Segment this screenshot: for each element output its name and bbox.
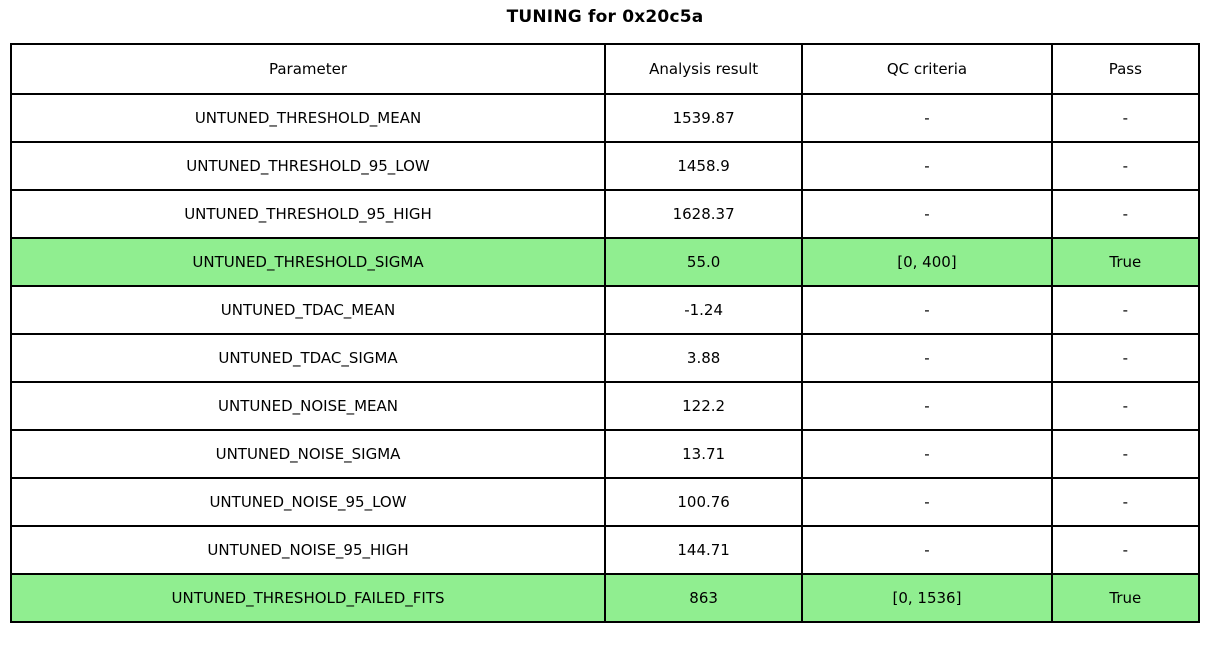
table-row: UNTUNED_NOISE_SIGMA 13.71- -	[9, 429, 1201, 479]
table-row: UNTUNED_THRESHOLD_95_LOW 1458.9- -	[9, 141, 1201, 191]
qc-criteria-cell: -	[801, 381, 1053, 431]
table-row: UNTUNED_THRESHOLD_SIGMA 55.0 [0, 400] True	[9, 237, 1201, 287]
analysis-result-cell: 1628.37	[604, 189, 804, 239]
column-header-analysis-result: Analysis result	[604, 43, 804, 95]
pass-cell: -	[1050, 381, 1201, 431]
qc-results-table: Parameter Analysis result QC criteria Pa…	[9, 43, 1201, 623]
pass-cell: -	[1050, 141, 1201, 191]
qc-criteria-cell: -	[801, 333, 1053, 383]
analysis-result-cell: 144.71	[604, 525, 804, 575]
pass-cell: -	[1050, 285, 1201, 335]
column-header-parameter: Parameter	[9, 43, 607, 95]
pass-cell: -	[1050, 429, 1201, 479]
analysis-result-cell: 1539.87	[604, 93, 804, 143]
table-row: UNTUNED_THRESHOLD_MEAN 1539.87- -	[9, 93, 1201, 143]
column-header-qc-criteria: QC criteria	[801, 43, 1053, 95]
analysis-result-cell: 1458.9	[604, 141, 804, 191]
table-row: UNTUNED_TDAC_SIGMA 3.88- -	[9, 333, 1201, 383]
table-body: UNTUNED_THRESHOLD_MEAN 1539.87- - UNTUNED_T…	[9, 93, 1201, 623]
pass-cell: -	[1050, 93, 1201, 143]
column-header-pass: Pass	[1050, 43, 1201, 95]
parameter-cell: UNTUNED_THRESHOLD_MEAN	[9, 93, 607, 143]
analysis-result-cell: -1.24	[604, 285, 804, 335]
analysis-result-cell: 122.2	[604, 381, 804, 431]
parameter-cell: UNTUNED_THRESHOLD_SIGMA	[9, 237, 607, 287]
analysis-result-cell: 13.71	[604, 429, 804, 479]
table-row: UNTUNED_NOISE_MEAN 122.2- -	[9, 381, 1201, 431]
pass-cell: -	[1050, 525, 1201, 575]
parameter-cell: UNTUNED_TDAC_MEAN	[9, 285, 607, 335]
qc-criteria-cell: -	[801, 429, 1053, 479]
table-row: UNTUNED_THRESHOLD_FAILED_FITS 863 [0, 1536…	[9, 573, 1201, 623]
analysis-result-cell: 100.76	[604, 477, 804, 527]
parameter-cell: UNTUNED_NOISE_95_LOW	[9, 477, 607, 527]
pass-cell: -	[1050, 477, 1201, 527]
parameter-cell: UNTUNED_NOISE_95_HIGH	[9, 525, 607, 575]
parameter-cell: UNTUNED_THRESHOLD_FAILED_FITS	[9, 573, 607, 623]
table-row: UNTUNED_NOISE_95_HIGH 144.71- -	[9, 525, 1201, 575]
qc-criteria-cell: -	[801, 285, 1053, 335]
table-row: UNTUNED_NOISE_95_LOW 100.76- -	[9, 477, 1201, 527]
page-title: TUNING for 0x20c5a	[506, 7, 704, 27]
table-row: UNTUNED_TDAC_MEAN -1.24- -	[9, 285, 1201, 335]
header-row: Parameter Analysis result QC criteria Pa…	[9, 43, 1201, 95]
pass-cell: -	[1050, 189, 1201, 239]
qc-criteria-cell: -	[801, 141, 1053, 191]
pass-cell: True	[1050, 237, 1201, 287]
parameter-cell: UNTUNED_NOISE_MEAN	[9, 381, 607, 431]
qc-criteria-cell: [0, 400]	[801, 237, 1053, 287]
qc-criteria-cell: [0, 1536]	[801, 573, 1053, 623]
parameter-cell: UNTUNED_TDAC_SIGMA	[9, 333, 607, 383]
qc-criteria-cell: -	[801, 477, 1053, 527]
analysis-result-cell: 3.88	[604, 333, 804, 383]
qc-criteria-cell: -	[801, 189, 1053, 239]
analysis-result-cell: 863	[604, 573, 804, 623]
pass-cell: True	[1050, 573, 1201, 623]
table-row: UNTUNED_THRESHOLD_95_HIGH 1628.37- -	[9, 189, 1201, 239]
parameter-cell: UNTUNED_NOISE_SIGMA	[9, 429, 607, 479]
parameter-cell: UNTUNED_THRESHOLD_95_HIGH	[9, 189, 607, 239]
pass-cell: -	[1050, 333, 1201, 383]
qc-criteria-cell: -	[801, 93, 1053, 143]
qc-criteria-cell: -	[801, 525, 1053, 575]
analysis-result-cell: 55.0	[604, 237, 804, 287]
parameter-cell: UNTUNED_THRESHOLD_95_LOW	[9, 141, 607, 191]
